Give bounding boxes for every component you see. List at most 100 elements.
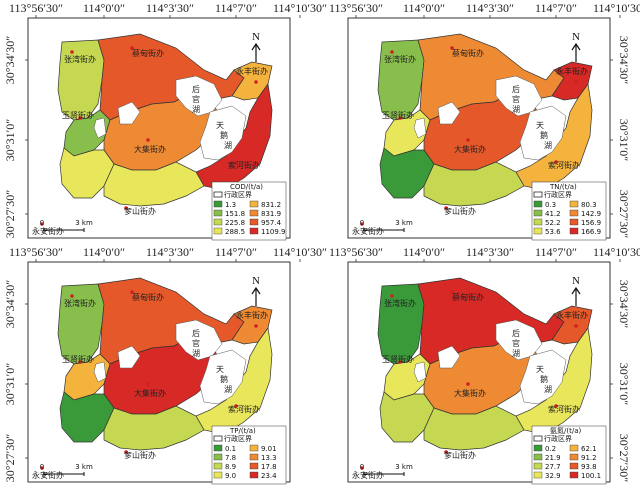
- legend: 氨氮/(t/a)行政区界 0.221.927.732.9 62.191.293.81…: [531, 425, 607, 485]
- lake-name: 湖: [192, 105, 200, 114]
- lon-label: 114°7′0″: [215, 1, 257, 15]
- map-panel-nh3n: 113°56′30″ 114°0′0″ 114°3′30″ 114°7′0″ 114°1…: [320, 244, 640, 489]
- place-label-caidian: 蔡甸街办: [132, 48, 164, 58]
- lake-name: 鹅: [540, 130, 548, 140]
- lon-label: 113°56′30″: [329, 245, 383, 259]
- legend-value: 80.3: [581, 201, 597, 209]
- legend-value: 41.2: [545, 210, 561, 218]
- place-marker: [360, 222, 364, 226]
- place-marker: [70, 50, 74, 54]
- north-arrow-icon: [251, 286, 261, 306]
- north-arrow-icon: [571, 42, 581, 62]
- lake-name: 湖: [512, 105, 520, 114]
- legend-swatch: [249, 471, 259, 479]
- legend-value: 27.7: [545, 463, 561, 471]
- place-marker: [398, 116, 402, 120]
- lake-name: 后: [512, 328, 520, 338]
- legend-value: 23.4: [261, 472, 277, 480]
- legend-value: 957.4: [261, 219, 282, 227]
- place-marker: [444, 450, 448, 454]
- legend-boundary-swatch: [213, 435, 223, 442]
- legend-value: 1.3: [225, 201, 236, 209]
- place-label-xunsi: 索河街办: [228, 404, 260, 414]
- map-tn-svg: 113°56′30″ 114°0′0″ 114°3′30″ 114°7′0″ 114°1…: [329, 1, 640, 241]
- place-label-yuxian: 玉贤街办: [382, 354, 414, 364]
- map-panel-cod: 113°56′30″ 114°0′0″ 114°3′30″ 114°7′0″ 114°1…: [0, 0, 327, 245]
- lat-label: 30°34′30″: [3, 36, 17, 84]
- place-marker: [450, 290, 454, 294]
- legend: TN/(t/a)行政区界 0.341.252.253.6 80.3142.9156.…: [531, 181, 607, 241]
- lake-name: 官: [512, 94, 520, 104]
- scale-end: 3 km: [395, 219, 413, 227]
- north-label: N: [252, 31, 260, 43]
- place-label-zhangwan: 张湾街办: [64, 298, 96, 308]
- place-label-daji: 大集街办: [454, 388, 486, 398]
- place-marker: [40, 222, 44, 226]
- place-label-xishan: 奓山街办: [124, 450, 156, 460]
- place-label-daji: 大集街办: [134, 144, 166, 154]
- lake-name: 鹅: [540, 374, 548, 384]
- place-marker: [574, 324, 578, 328]
- lake-name: 官: [512, 338, 520, 348]
- lon-label: 114°3′30″: [466, 245, 514, 259]
- lake-name: 湖: [224, 385, 232, 394]
- legend-value: 156.9: [581, 219, 601, 227]
- legend-swatch: [213, 227, 223, 235]
- lake-3: [413, 117, 427, 139]
- legend-swatch: [213, 462, 223, 470]
- legend-swatch: [213, 453, 223, 461]
- scale-zero: 0: [40, 219, 44, 227]
- north-label: N: [252, 275, 260, 287]
- lake-name: 湖: [192, 349, 200, 358]
- place-marker: [390, 294, 394, 298]
- place-label-caidian: 蔡甸街办: [132, 292, 164, 302]
- place-marker: [554, 404, 558, 408]
- legend-swatch: [213, 209, 223, 217]
- place-label-yongfeng: 永丰街办: [556, 66, 588, 76]
- place-marker: [234, 404, 238, 408]
- legend-swatch: [249, 453, 259, 461]
- legend-box: [531, 425, 607, 485]
- place-label-xishan: 奓山街办: [444, 450, 476, 460]
- lon-label: 114°7′0″: [535, 1, 577, 15]
- place-label-zhangwan: 张湾街办: [64, 54, 96, 64]
- legend-swatch: [569, 444, 579, 452]
- lon-label: 114°0′0″: [83, 245, 125, 259]
- legend-value: 831.2: [261, 201, 281, 209]
- lake-2: [437, 345, 461, 369]
- north-arrow-icon: [571, 286, 581, 306]
- lake-name: 官: [192, 94, 200, 104]
- legend-swatch: [249, 227, 259, 235]
- lat-label: 30°27′30″: [617, 190, 631, 238]
- legend-value: 93.8: [581, 463, 597, 471]
- lon-label: 114°10′30″: [593, 1, 640, 15]
- district-regions: [377, 277, 593, 451]
- map-cod-svg: 113°56′30″ 114°0′0″ 114°3′30″ 114°7′0″ 114°1…: [3, 1, 327, 241]
- place-marker: [254, 324, 258, 328]
- legend-value: 0.2: [545, 445, 556, 453]
- legend-value: 100.1: [581, 472, 601, 480]
- lake-2: [117, 101, 141, 125]
- scale-zero: 0: [360, 463, 364, 471]
- legend-value: 52.2: [545, 219, 561, 227]
- lake-name: 后: [512, 84, 520, 94]
- lon-label: 113°56′30″: [329, 1, 383, 15]
- lat-label: 30°31′0″: [617, 119, 631, 161]
- place-label-yonganjiedao: 永安街办: [352, 470, 384, 480]
- lon-label: 114°7′0″: [215, 245, 257, 259]
- lake-name: 湖: [544, 141, 552, 150]
- place-label-daji: 大集街办: [134, 388, 166, 398]
- legend-value: 831.9: [261, 210, 281, 218]
- legend-boundary-label: 行政区界: [544, 434, 572, 443]
- place-label-xishan: 奓山街办: [124, 206, 156, 216]
- lon-label: 114°7′0″: [535, 245, 577, 259]
- legend-value: 142.9: [581, 210, 601, 218]
- lon-label: 114°0′0″: [403, 245, 445, 259]
- lake-name: 后: [192, 84, 200, 94]
- lat-label: 30°31′0″: [3, 363, 17, 405]
- legend-swatch: [569, 209, 579, 217]
- lake-name: 湖: [512, 349, 520, 358]
- legend-box: [531, 181, 607, 241]
- legend-swatch: [213, 471, 223, 479]
